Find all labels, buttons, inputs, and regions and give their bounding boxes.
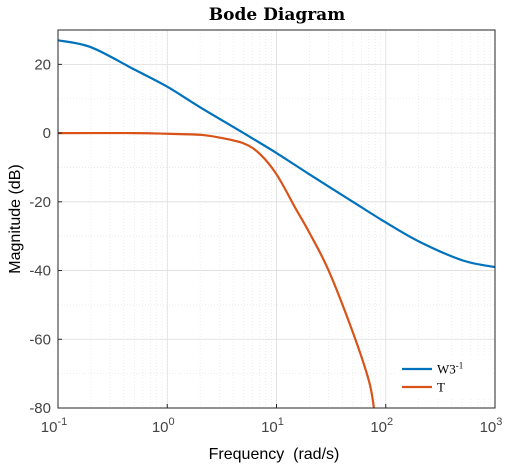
y-axis-label: Magnitude (dB) <box>7 164 24 273</box>
y-tick-label: -20 <box>29 194 51 211</box>
x-tick-label: 100 <box>152 416 175 436</box>
y-tick-label: 0 <box>43 125 51 142</box>
x-tick-label: 101 <box>261 416 284 436</box>
y-tick-label: 20 <box>34 56 51 73</box>
x-tick-label: 10-1 <box>41 416 67 436</box>
chart-title: Bode Diagram <box>209 5 345 25</box>
series-line-w3 <box>57 39 496 269</box>
legend-label: W3-1 <box>437 361 463 377</box>
grid-lines <box>57 29 496 409</box>
y-tick-label: -40 <box>29 263 51 280</box>
x-tick-label: 103 <box>480 416 503 436</box>
y-tick-label: -60 <box>29 331 51 348</box>
series-line-t <box>57 131 376 409</box>
y-tick-label: -80 <box>29 400 51 417</box>
legend-box <box>396 355 492 399</box>
legend: W3-1 T <box>396 355 492 399</box>
x-tick-label: 102 <box>370 416 393 436</box>
legend-label: T <box>437 380 445 395</box>
x-axis-label: Frequency (rad/s) <box>209 446 340 463</box>
series-lines <box>57 39 496 409</box>
